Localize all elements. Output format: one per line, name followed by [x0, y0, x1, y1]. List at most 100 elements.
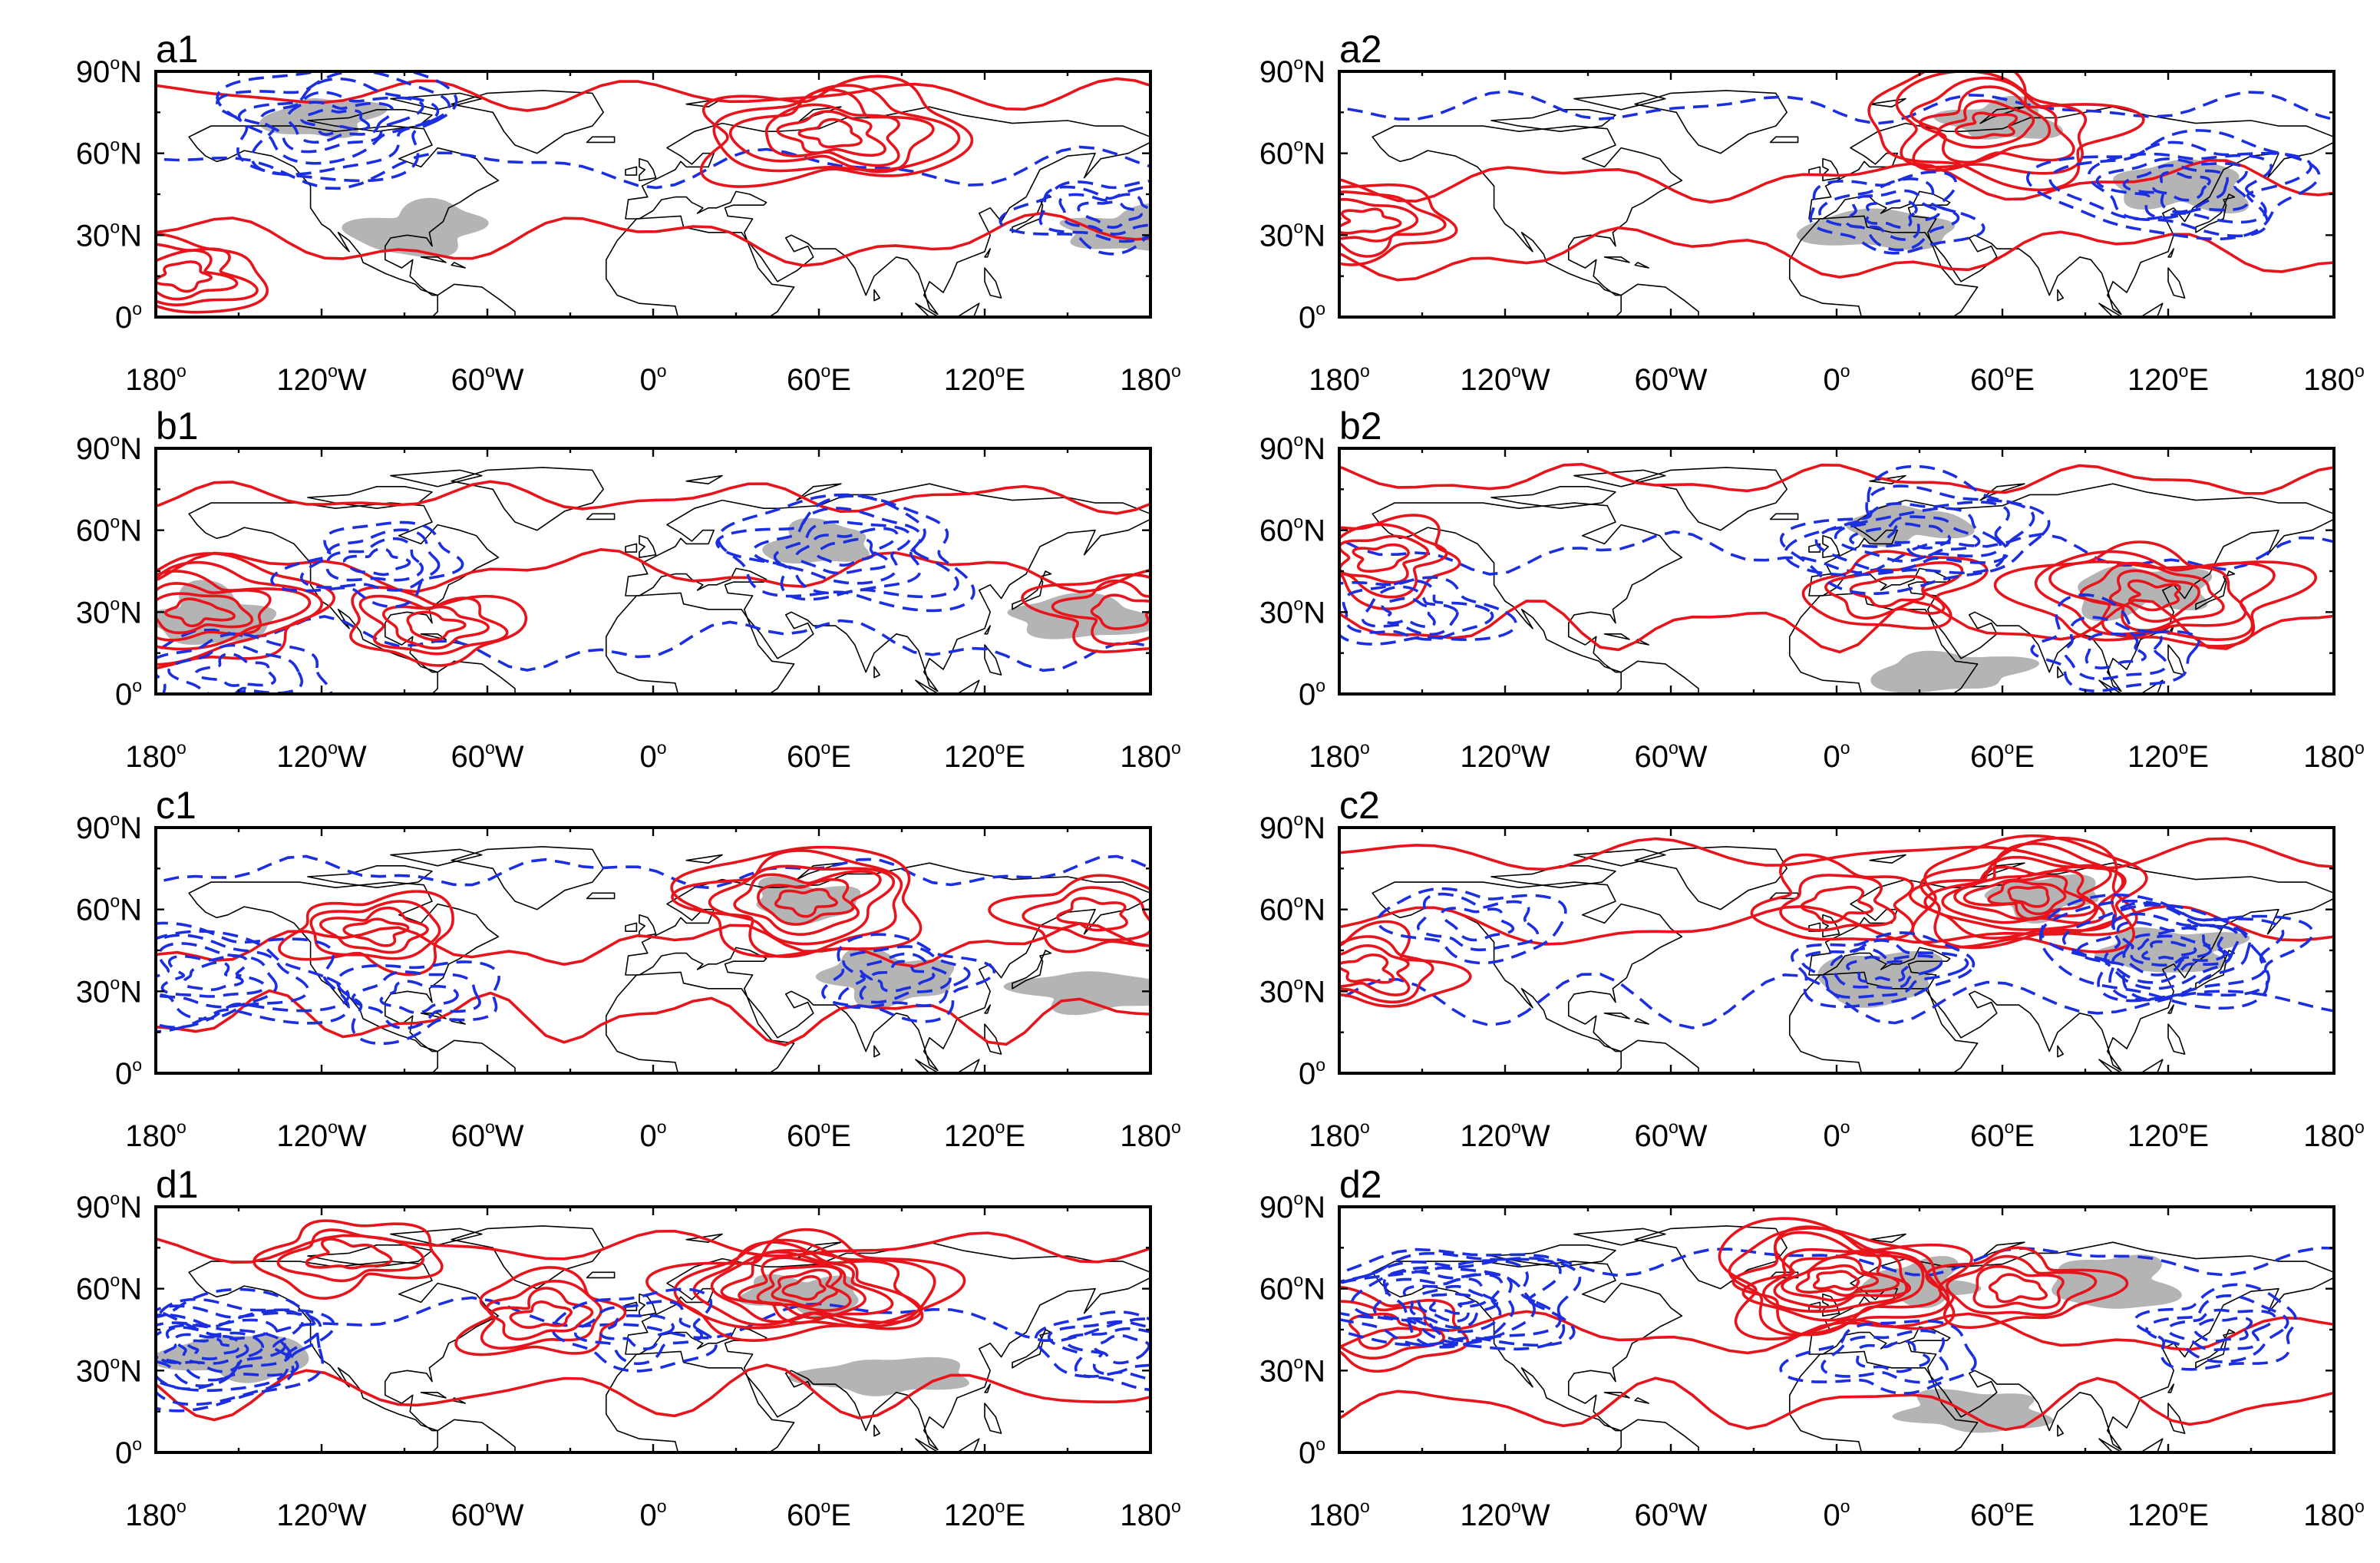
negative-contour — [286, 101, 394, 144]
y-tick-label: 90oN — [76, 1188, 142, 1224]
coastline — [2057, 666, 2064, 679]
x-tick-label: 60oE — [1970, 361, 2035, 397]
negative-contour — [1339, 1259, 1562, 1349]
negative-contour — [2030, 593, 2200, 692]
negative-contour — [156, 1296, 1150, 1343]
map-area — [1339, 828, 2334, 1073]
x-tick-label: 120oE — [944, 1496, 1025, 1532]
x-tick-label: 60oW — [451, 738, 523, 774]
coastline — [420, 633, 447, 640]
coastline — [1789, 1350, 1979, 1452]
positive-contour — [156, 1363, 1150, 1422]
positive-contour — [1339, 226, 2334, 282]
positive-contour — [1911, 834, 2148, 953]
positive-contour — [988, 874, 1150, 953]
y-tick-label: 0o — [115, 1434, 142, 1470]
shaded-region — [342, 197, 489, 258]
positive-contour — [1800, 885, 1874, 924]
x-tick-label: 60oW — [1634, 1496, 1707, 1532]
x-tick-label: 180o — [1309, 1496, 1370, 1532]
negative-contour — [773, 520, 913, 585]
panel-label: d1 — [156, 1163, 199, 1206]
coastline — [1789, 215, 1979, 317]
x-tick-label: 60oW — [451, 361, 523, 397]
x-tick-label: 60oE — [1970, 1117, 2035, 1153]
negative-contour — [1779, 1319, 1977, 1395]
coastline — [625, 543, 638, 553]
y-tick-label: 60oN — [1259, 135, 1325, 171]
y-tick-label: 0o — [1299, 1434, 1325, 1470]
coastline — [1634, 1225, 1787, 1290]
negative-contour — [379, 980, 459, 1015]
x-tick-label: 120oW — [1460, 738, 1550, 774]
coastline — [390, 1228, 483, 1246]
negative-contour — [1034, 1310, 1150, 1392]
panel-label: a2 — [1339, 28, 1382, 71]
x-tick-label: 180o — [1309, 738, 1370, 774]
negative-contour — [2085, 632, 2147, 669]
negative-contour — [717, 493, 975, 613]
x-tick-label: 0o — [639, 1117, 666, 1153]
coastline — [873, 666, 880, 679]
negative-contour — [1093, 1333, 1150, 1365]
positive-contour — [671, 849, 903, 958]
panel-c1: c1 180o 120oW 60oW 0o 60oE 120oE 180o 0o 30oN 60oN… — [76, 784, 1181, 1153]
x-tick-label: 120oW — [1460, 1496, 1550, 1532]
positive-contour — [1352, 543, 1410, 573]
map-area — [1339, 448, 2334, 694]
coastline — [451, 90, 604, 154]
panel-label: a1 — [156, 28, 199, 71]
negative-contour — [2076, 901, 2252, 1002]
coastline — [1490, 109, 1616, 132]
negative-contour — [1047, 1320, 1150, 1381]
coastline — [956, 1059, 980, 1073]
positive-contour — [1339, 207, 1402, 235]
positive-contour — [1339, 598, 2334, 654]
positive-contour — [278, 890, 454, 976]
y-tick-label: 90oN — [76, 53, 142, 89]
x-tick-label: 60oW — [451, 1496, 523, 1532]
y-tick-label: 60oN — [76, 135, 142, 171]
y-tick-label: 60oN — [76, 512, 142, 548]
shaded-region — [2052, 1254, 2182, 1309]
positive-contour — [1919, 836, 2138, 950]
coastline — [586, 136, 616, 144]
positive-contour — [156, 232, 269, 314]
positive-contour — [774, 887, 839, 918]
negative-contour — [1849, 515, 1981, 558]
positive-contour — [253, 1219, 444, 1300]
coastline — [420, 256, 447, 263]
x-tick-label: 120oW — [276, 361, 367, 397]
negative-contour — [181, 960, 244, 992]
negative-contour — [751, 507, 923, 595]
x-tick-label: 180o — [125, 1496, 187, 1532]
positive-contour — [1954, 111, 2019, 140]
shaded-region — [156, 580, 277, 645]
negative-contour — [821, 933, 995, 1023]
positive-contour — [776, 110, 886, 157]
coastline — [915, 302, 940, 317]
x-tick-label: 120oE — [944, 361, 1025, 397]
positive-contour — [1972, 1264, 2065, 1310]
coastline — [625, 166, 638, 176]
coastline — [984, 267, 1002, 299]
negative-contour — [1814, 501, 2010, 573]
x-tick-label: 0o — [1823, 361, 1850, 397]
positive-contour — [156, 560, 323, 666]
coastline — [1490, 486, 1616, 509]
panel-a2: a2 180o 120oW 60oW 0o 60oE 120oE 180o 0o 30oN 60oN… — [1259, 28, 2365, 397]
negative-contour — [1820, 1329, 1949, 1384]
coastline — [956, 1438, 980, 1452]
x-tick-label: 60oE — [787, 361, 851, 397]
negative-contour — [1339, 576, 1517, 646]
coastline — [1769, 136, 1799, 144]
map-area — [156, 71, 1150, 317]
map-area — [1339, 71, 2334, 317]
negative-contour — [1339, 1257, 1576, 1347]
y-tick-label: 30oN — [1259, 1352, 1325, 1388]
coastline — [1012, 193, 1052, 233]
positive-contour — [1339, 1300, 1445, 1360]
x-tick-label: 60oW — [1634, 1117, 1707, 1153]
negative-contour — [216, 71, 451, 177]
negative-contour — [2130, 934, 2213, 967]
